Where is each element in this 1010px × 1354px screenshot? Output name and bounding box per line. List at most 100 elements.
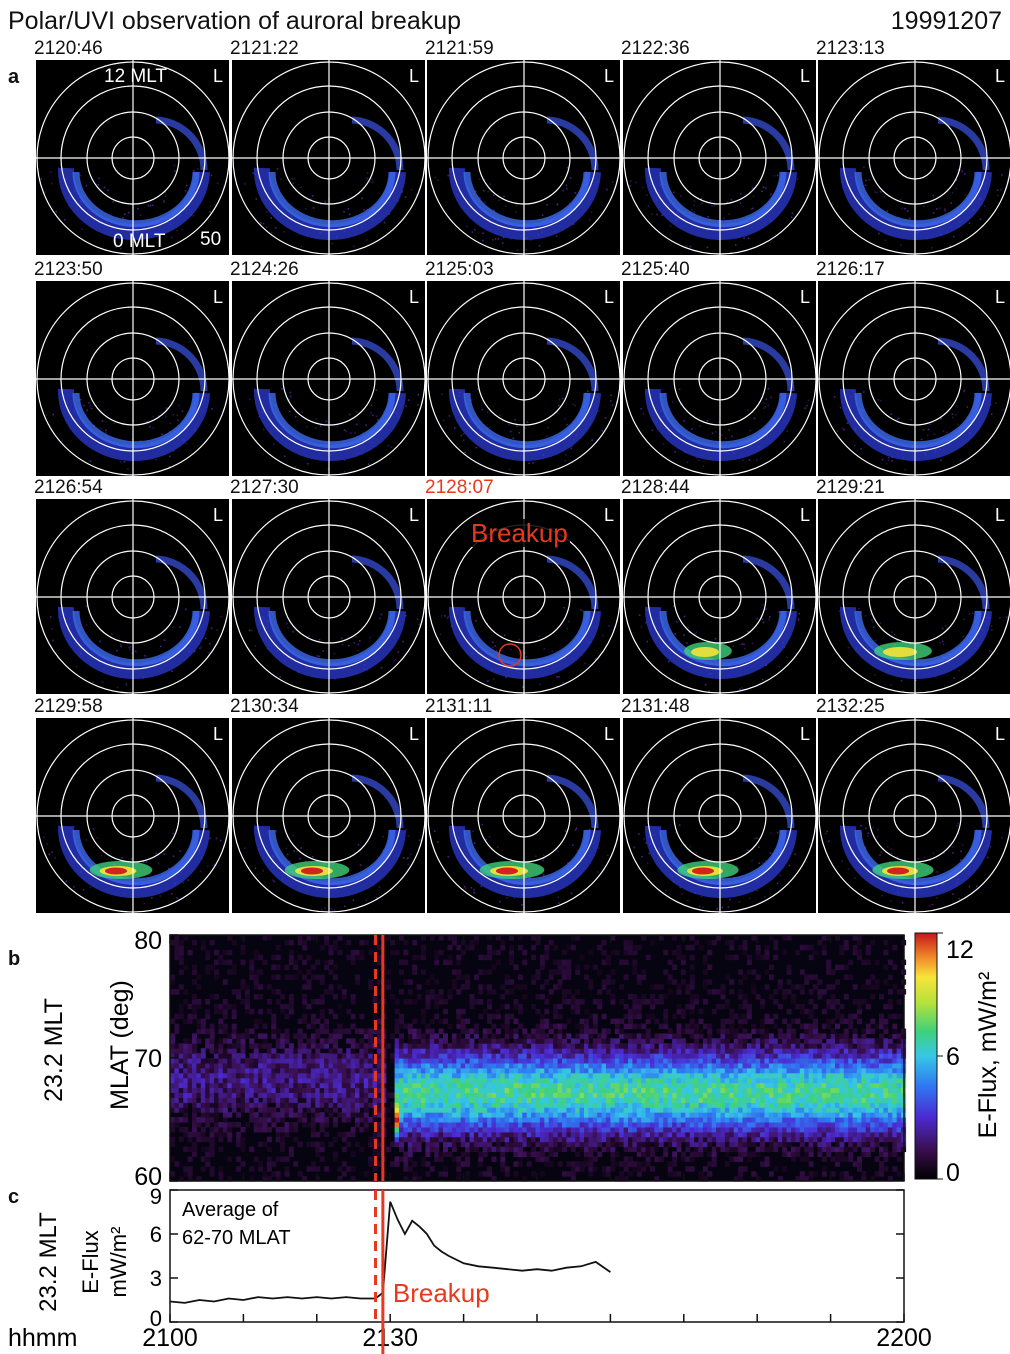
heatmap-cell xyxy=(478,1038,484,1044)
heatmap-cell xyxy=(473,1117,479,1123)
heatmap-cell xyxy=(249,1053,255,1059)
auroral-oval xyxy=(854,610,982,667)
heatmap-cell xyxy=(588,1141,594,1148)
heatmap-cell xyxy=(619,1126,625,1133)
heatmap-cell xyxy=(795,1102,801,1108)
mlat-mlt-grid xyxy=(36,718,229,913)
heatmap-cell xyxy=(830,1018,836,1025)
heatmap-cell xyxy=(473,1067,479,1074)
heatmap-cell xyxy=(694,999,700,1005)
heatmap-cell xyxy=(460,1048,466,1054)
heatmap-cell xyxy=(412,1161,418,1167)
heatmap-cell xyxy=(645,1028,651,1034)
heatmap-cell xyxy=(288,1087,294,1093)
heatmap-cell xyxy=(606,1048,611,1054)
heatmap-cell xyxy=(332,1097,338,1103)
heatmap-cell xyxy=(720,1033,726,1039)
heatmap-cell xyxy=(654,1136,660,1143)
heatmap-cell xyxy=(645,1038,651,1044)
heatmap-cell xyxy=(738,1117,744,1123)
heatmap-cell xyxy=(456,1141,462,1148)
heatmap-cell xyxy=(266,1067,272,1074)
heatmap-cell xyxy=(623,1117,629,1123)
heatmap-cell xyxy=(694,1087,700,1093)
heatmap-cell xyxy=(240,1077,246,1084)
heatmap-cell xyxy=(588,1077,594,1084)
heatmap-cell xyxy=(284,1028,290,1034)
heatmap-cell xyxy=(275,1043,281,1049)
heatmap-cell xyxy=(478,954,484,961)
heatmap-cell xyxy=(293,1072,299,1079)
heatmap-cell xyxy=(302,994,308,1000)
heatmap-cell xyxy=(791,1087,796,1093)
heatmap-cell xyxy=(702,1023,708,1030)
heatmap-cell xyxy=(584,1072,589,1079)
heatmap-cell xyxy=(407,1136,413,1143)
heatmap-cell xyxy=(751,989,757,995)
heatmap-cell xyxy=(579,1048,585,1054)
heatmap-cell xyxy=(451,1107,457,1113)
heatmap-cell xyxy=(544,1077,550,1084)
heatmap-cell xyxy=(716,935,722,941)
heatmap-cell xyxy=(614,1107,620,1113)
heatmap-cell xyxy=(183,1077,189,1084)
heatmap-cell xyxy=(839,1146,845,1153)
heatmap-cell xyxy=(275,1028,281,1034)
heatmap-cell xyxy=(738,1112,744,1118)
heatmap-cell xyxy=(500,1053,506,1059)
heatmap-cell xyxy=(720,1053,726,1059)
heatmap-cell xyxy=(522,1087,528,1093)
heatmap-cell xyxy=(377,944,382,951)
heatmap-cell xyxy=(795,1107,801,1113)
heatmap-cell xyxy=(487,1102,493,1108)
heatmap-cell xyxy=(786,1008,792,1015)
heatmap-cell xyxy=(676,1122,682,1128)
heatmap-cell xyxy=(539,1058,545,1064)
heatmap-cell xyxy=(359,1146,365,1153)
heatmap-cell xyxy=(209,1097,215,1103)
heatmap-cell xyxy=(183,1067,189,1074)
heatmap-cell xyxy=(315,974,321,980)
heatmap-cell xyxy=(337,1072,343,1079)
heatmap-cell xyxy=(465,1117,471,1123)
heatmap-cell xyxy=(214,1067,219,1074)
heatmap-cell xyxy=(610,969,616,975)
heatmap-cell xyxy=(632,1038,638,1044)
heatmap-cell xyxy=(773,1146,779,1153)
heatmap-cell xyxy=(808,1043,814,1049)
heatmap-cell xyxy=(280,1097,286,1103)
heatmap-cell xyxy=(592,1092,598,1098)
heatmap-cell xyxy=(170,1053,175,1059)
heatmap-cell xyxy=(403,1043,409,1049)
heatmap-cell xyxy=(654,1033,660,1039)
heatmap-cell xyxy=(707,1077,713,1084)
heatmap-cell xyxy=(553,1126,559,1133)
heatmap-cell xyxy=(720,1107,726,1113)
heatmap-cell xyxy=(667,1092,673,1098)
heatmap-cell xyxy=(835,1112,840,1118)
heatmap-cell xyxy=(399,1097,404,1103)
heatmap-cell xyxy=(575,1082,581,1089)
heatmap-cell xyxy=(531,1077,537,1084)
heatmap-cell xyxy=(698,1146,704,1153)
heatmap-cell xyxy=(799,1008,805,1015)
heatmap-cell xyxy=(227,1077,233,1084)
heatmap-cell xyxy=(341,1067,347,1074)
heatmap-cell xyxy=(535,1156,541,1162)
heatmap-cell xyxy=(315,1131,321,1138)
heatmap-cell xyxy=(328,1141,334,1148)
heatmap-cell xyxy=(429,1067,435,1074)
heatmap-cell xyxy=(306,1048,312,1054)
heatmap-cell xyxy=(170,1058,175,1064)
heatmap-cell xyxy=(403,1131,409,1138)
heatmap-cell xyxy=(636,1161,642,1167)
heatmap-cell xyxy=(808,1048,814,1054)
heatmap-cell xyxy=(522,1141,528,1148)
heatmap-cell xyxy=(513,1038,519,1044)
heatmap-cell xyxy=(293,1082,299,1089)
heatmap-cell xyxy=(539,1117,545,1123)
heatmap-cell xyxy=(447,1092,453,1098)
heatmap-cell xyxy=(319,974,325,980)
heatmap-cell xyxy=(663,1107,669,1113)
heatmap-cell xyxy=(183,1097,189,1103)
